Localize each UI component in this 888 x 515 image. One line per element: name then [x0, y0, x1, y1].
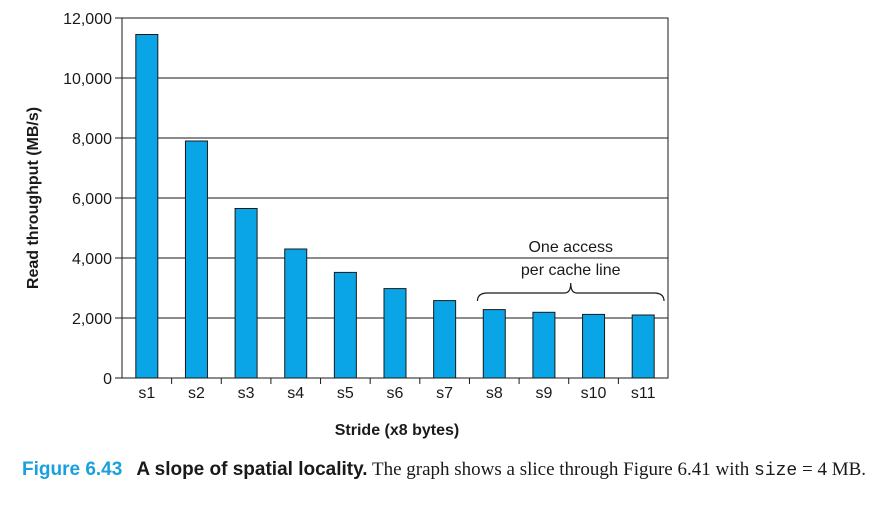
bar-s3	[234, 208, 258, 379]
y-tick-label: 6,000	[72, 191, 112, 208]
x-tick-label: s7	[436, 385, 453, 402]
bar-s10	[582, 313, 606, 379]
y-tick-label: 12,000	[63, 11, 112, 28]
bars	[135, 34, 655, 379]
caption-figure-number: Figure 6.43	[22, 459, 123, 480]
bar-chart: 0 2,000 4,000 6,000 8,000 10,000 12,000 s1 s2 s3 s…	[25, 11, 669, 439]
figure-caption: Figure 6.43 A slope of spatial locality. …	[22, 456, 882, 485]
bar-s1	[135, 34, 159, 379]
bar-s11	[631, 314, 655, 379]
x-tick-label: s3	[238, 385, 255, 402]
y-tick-label: 0	[103, 371, 112, 388]
bar-s4	[284, 248, 308, 379]
bar-s7	[433, 300, 457, 379]
y-axis-label: Read throughput (MB/s)	[25, 107, 42, 289]
annotation-text-line: per cache line	[521, 262, 621, 279]
x-tick-label: s9	[535, 385, 552, 402]
x-tick-label: s2	[188, 385, 205, 402]
bar-s8	[482, 309, 506, 379]
caption-title: A slope of spatial locality.	[136, 459, 368, 480]
axes: 0 2,000 4,000 6,000 8,000 10,000 12,000 s1 s2 s3 s…	[63, 11, 656, 402]
bar-s6	[383, 288, 407, 379]
y-tick-label: 10,000	[63, 71, 112, 88]
annotation: One access per cache line	[476, 239, 665, 302]
caption-text: The graph shows a slice through Figure 6…	[367, 459, 755, 480]
x-tick-label: s11	[631, 385, 656, 402]
x-tick-label: s4	[287, 385, 304, 402]
x-axis-label: Stride (x8 bytes)	[335, 422, 459, 439]
caption-text-end: = 4 MB.	[797, 459, 867, 480]
x-tick-label: s6	[387, 385, 404, 402]
y-tick-label: 8,000	[72, 131, 112, 148]
y-tick-label: 4,000	[72, 251, 112, 268]
x-tick-label: s10	[581, 385, 607, 402]
x-tick-label: s8	[486, 385, 503, 402]
y-tick-label: 2,000	[72, 311, 112, 328]
x-tick-label: s1	[138, 385, 155, 402]
annotation-text-line: One access	[528, 239, 612, 256]
bar-s9	[532, 311, 556, 379]
bar-s5	[333, 271, 357, 379]
bar-s2	[184, 140, 208, 379]
annotation-brace	[476, 282, 665, 302]
x-tick-label: s5	[337, 385, 354, 402]
caption-code: size	[754, 461, 798, 481]
